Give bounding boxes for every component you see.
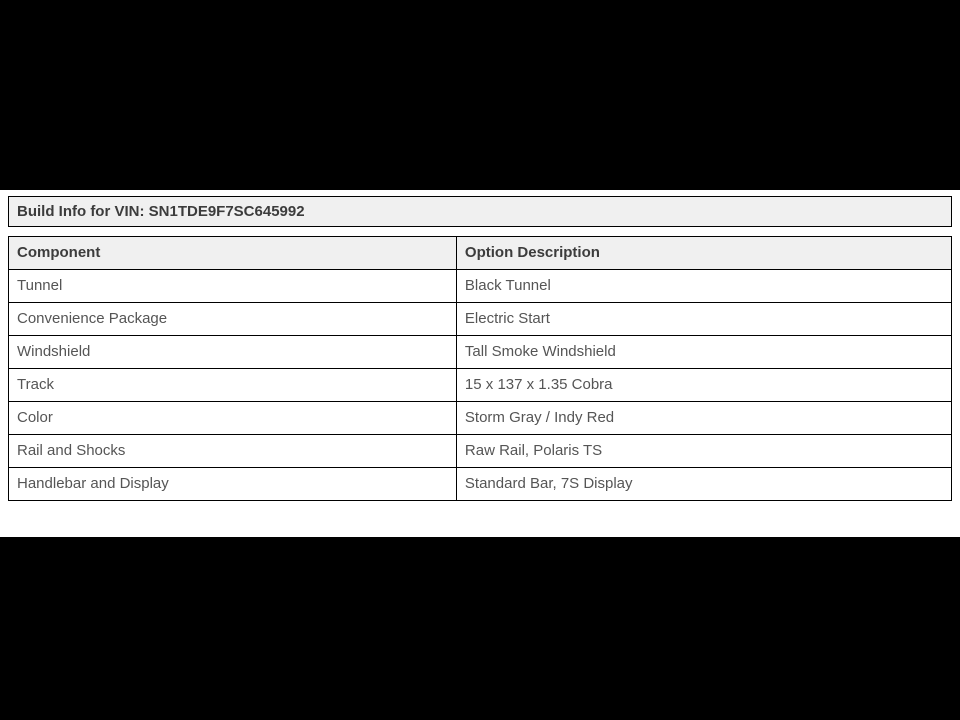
option-cell: Raw Rail, Polaris TS [455, 434, 953, 468]
option-cell: Standard Bar, 7S Display [455, 467, 953, 501]
option-cell: Black Tunnel [455, 269, 953, 303]
component-cell: Convenience Package [8, 302, 457, 336]
option-cell: Tall Smoke Windshield [455, 335, 953, 369]
option-cell: Storm Gray / Indy Red [455, 401, 953, 435]
table-row: Track 15 x 137 x 1.35 Cobra [8, 368, 953, 402]
option-cell: Electric Start [455, 302, 953, 336]
build-info-table: Component Option Description Tunnel Blac… [8, 236, 953, 501]
component-cell: Handlebar and Display [8, 467, 457, 501]
column-header-option-description: Option Description [455, 236, 953, 270]
component-cell: Rail and Shocks [8, 434, 457, 468]
build-info-section: Build Info for VIN: SN1TDE9F7SC645992 Co… [0, 190, 960, 501]
option-cell: 15 x 137 x 1.35 Cobra [455, 368, 953, 402]
component-cell: Windshield [8, 335, 457, 369]
table-row: Handlebar and Display Standard Bar, 7S D… [8, 467, 953, 501]
build-info-title: Build Info for VIN: SN1TDE9F7SC645992 [8, 196, 952, 227]
table-row: Rail and Shocks Raw Rail, Polaris TS [8, 434, 953, 468]
table-row: Windshield Tall Smoke Windshield [8, 335, 953, 369]
table-row: Tunnel Black Tunnel [8, 269, 953, 303]
page-surface: Build Info for VIN: SN1TDE9F7SC645992 Co… [0, 190, 960, 537]
component-cell: Track [8, 368, 457, 402]
table-row: Convenience Package Electric Start [8, 302, 953, 336]
component-cell: Color [8, 401, 457, 435]
component-cell: Tunnel [8, 269, 457, 303]
table-header-row: Component Option Description [8, 236, 953, 270]
table-row: Color Storm Gray / Indy Red [8, 401, 953, 435]
column-header-component: Component [8, 236, 457, 270]
